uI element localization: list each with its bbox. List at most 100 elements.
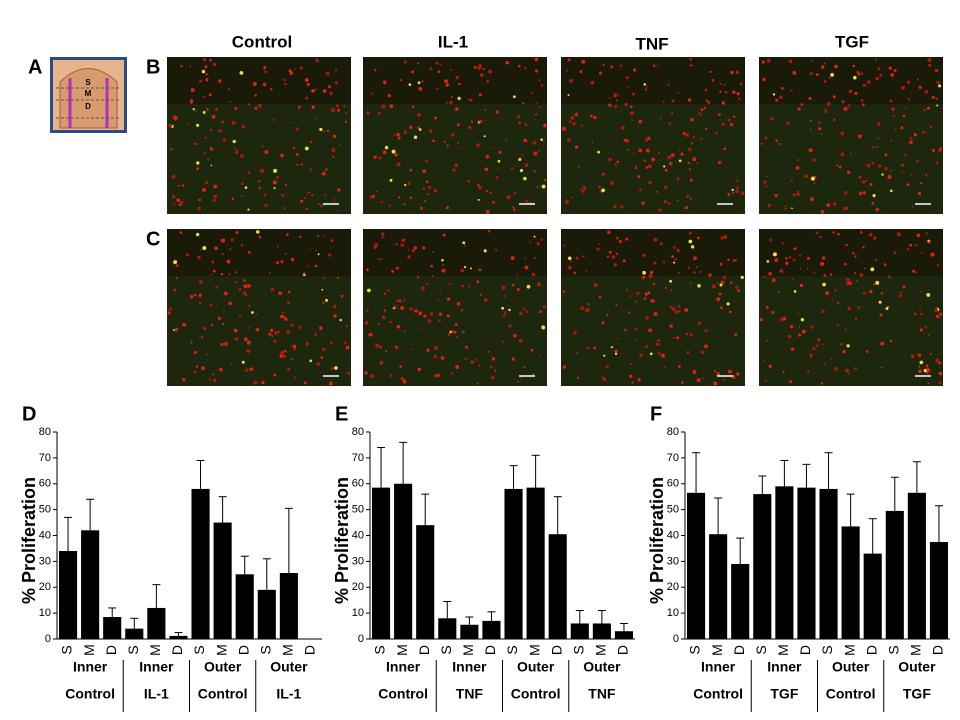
cell <box>445 84 449 87</box>
cell <box>844 262 847 266</box>
cell <box>244 369 248 373</box>
cell <box>705 127 708 131</box>
cell <box>209 128 213 132</box>
cell <box>562 365 567 369</box>
cell <box>345 111 348 114</box>
cell <box>374 69 377 72</box>
cell <box>321 171 326 176</box>
cell <box>790 347 795 352</box>
cell <box>820 133 823 135</box>
cell <box>716 282 719 284</box>
x-tick-label: D <box>103 645 119 655</box>
cell <box>293 147 296 150</box>
treatment-label: Control <box>511 686 561 702</box>
cell <box>819 235 822 238</box>
cell <box>315 249 317 252</box>
y-tick-label: 40 <box>352 529 364 541</box>
cell <box>573 271 577 275</box>
y-tick-label: 10 <box>39 607 51 619</box>
cell <box>620 205 624 209</box>
cell <box>516 274 519 276</box>
cell <box>566 69 569 72</box>
cell <box>564 199 567 201</box>
cell <box>395 345 399 349</box>
cell <box>536 282 541 287</box>
cell <box>569 260 572 263</box>
cell <box>490 375 495 380</box>
cell <box>422 187 426 191</box>
cell <box>906 183 910 186</box>
cell <box>689 64 692 67</box>
cell <box>336 209 339 212</box>
cell <box>909 173 912 176</box>
cell <box>264 70 267 74</box>
cell <box>830 357 833 360</box>
bar <box>213 522 232 639</box>
cell <box>300 163 304 166</box>
cell <box>816 344 819 348</box>
cell <box>732 115 736 119</box>
cell <box>847 373 850 376</box>
cell <box>231 197 235 201</box>
cell <box>218 129 222 133</box>
cell <box>417 62 420 65</box>
cell <box>598 185 601 189</box>
cell <box>684 308 689 312</box>
cell <box>602 377 607 382</box>
cell <box>533 151 538 156</box>
cell <box>831 298 833 301</box>
y-axis-label: % Proliferation <box>332 477 352 604</box>
cell <box>935 314 940 319</box>
cell <box>808 148 813 153</box>
cell <box>503 294 507 298</box>
cell <box>375 190 378 193</box>
cell <box>213 194 218 199</box>
cell <box>422 246 426 250</box>
cell <box>671 99 675 103</box>
bar <box>819 488 838 639</box>
cell <box>513 208 516 212</box>
cell <box>396 324 401 329</box>
cell <box>630 111 634 116</box>
cell <box>669 324 673 328</box>
cell <box>434 116 438 120</box>
cell <box>909 136 913 140</box>
micrograph <box>167 57 351 214</box>
cell <box>321 347 326 352</box>
cell <box>446 206 450 210</box>
cell <box>846 344 850 348</box>
cell <box>233 147 236 150</box>
cell <box>826 203 831 208</box>
cell <box>263 193 267 197</box>
cell <box>631 381 634 384</box>
cell <box>382 80 387 85</box>
cell <box>883 263 887 267</box>
cell <box>880 292 884 295</box>
cell <box>198 293 202 298</box>
cell <box>524 199 528 203</box>
cell <box>818 127 822 131</box>
cell <box>418 87 423 91</box>
y-axis-label: % Proliferation <box>19 477 39 604</box>
cell <box>914 243 917 247</box>
cell <box>693 271 696 274</box>
cell <box>542 305 546 309</box>
cell <box>669 279 673 283</box>
cell <box>689 118 694 122</box>
cell <box>771 278 776 282</box>
cell <box>282 311 285 314</box>
cell <box>411 249 415 253</box>
y-tick-label: 70 <box>39 452 51 464</box>
cell <box>861 180 866 184</box>
cell <box>763 275 766 279</box>
cell <box>636 291 640 295</box>
cell <box>820 261 825 266</box>
cell <box>244 293 248 297</box>
cell <box>409 168 413 172</box>
cell <box>192 108 195 111</box>
cell <box>849 153 852 155</box>
cell <box>387 289 390 292</box>
cell <box>703 107 706 110</box>
cell <box>796 190 799 193</box>
cell <box>168 123 173 128</box>
